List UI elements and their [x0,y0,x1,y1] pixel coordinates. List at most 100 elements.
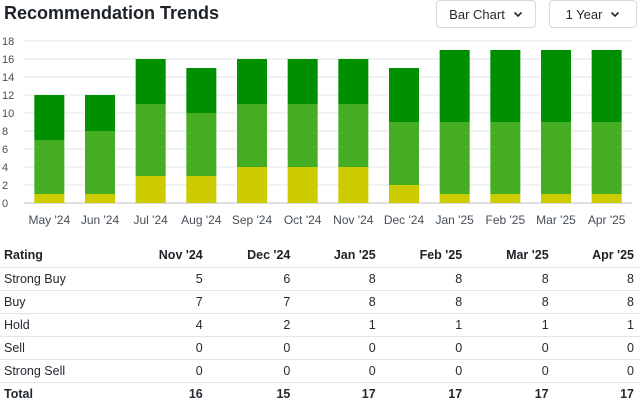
table-cell: 0 [468,336,555,360]
bar-segment-strong-buy[interactable] [490,50,521,122]
bar-segment-buy[interactable] [338,104,369,167]
bar-segment-hold[interactable] [490,194,521,203]
y-tick-label: 10 [2,108,14,120]
header: Recommendation Trends Bar Chart 1 Year [0,0,640,36]
bar-segment-hold[interactable] [591,194,622,203]
table-cell: 1 [468,313,555,337]
x-tick-label: Feb '25 [486,213,526,227]
bar-segment-buy[interactable] [135,104,166,176]
bar-segment-hold[interactable] [541,194,571,203]
table-cell: 7 [208,290,297,314]
table-cell: 0 [554,336,640,360]
bar-segment-buy[interactable] [287,104,318,167]
bar-segment-hold[interactable] [287,167,318,203]
bar-segment-buy[interactable] [541,122,571,194]
bar-segment-strong-buy[interactable] [338,59,369,104]
table-cell: 8 [381,290,469,314]
time-range-label: 1 Year [565,6,603,22]
bar-segment-buy[interactable] [439,122,470,194]
chart-type-label: Bar Chart [449,6,505,22]
row-label: Sell [0,336,120,360]
bar-segment-strong-buy[interactable] [237,59,267,104]
table-cell: 8 [554,290,640,314]
y-tick-label: 16 [2,54,14,66]
row-label: Strong Sell [0,359,120,383]
table-row-buy: Buy 7 7 8 8 8 8 [0,290,640,314]
x-tick-label: Aug '24 [181,213,222,227]
y-tick-label: 18 [2,36,14,48]
bar-segment-hold[interactable] [389,185,419,203]
chart-bars [34,50,622,203]
x-tick-label: Dec '24 [384,213,425,227]
bar-segment-buy[interactable] [389,122,419,185]
time-range-dropdown[interactable]: 1 Year [549,0,637,28]
column-header: Apr '25 [554,244,640,268]
x-axis: May '24 Jun '24 Jul '24 Aug '24 Sep '24 Oct '… [29,213,626,227]
bar-segment-strong-buy[interactable] [389,68,419,122]
table-cell: 0 [381,336,469,360]
table-header-row: Rating Nov '24 Dec '24 Jan '25 Feb '25 M… [0,244,640,268]
x-tick-label: May '24 [29,213,71,227]
column-header: Feb '25 [381,244,469,268]
bar-segment-hold[interactable] [85,194,115,203]
y-tick-label: 0 [2,198,8,210]
bar-segment-strong-buy[interactable] [186,68,217,113]
y-tick-label: 12 [2,90,14,102]
y-tick-label: 8 [2,126,8,138]
ratings-table: Rating Nov '24 Dec '24 Jan '25 Feb '25 M… [0,244,640,405]
table-cell: 0 [208,336,297,360]
row-label: Buy [0,290,120,314]
column-header: Jan '25 [296,244,382,268]
table-cell: 0 [120,336,209,360]
bar-segment-hold[interactable] [34,194,65,203]
table-cell: 0 [468,359,555,383]
page-title: Recommendation Trends [4,3,220,23]
table-cell: 1 [381,313,469,337]
bar-segment-strong-buy[interactable] [541,50,571,122]
bar-segment-buy[interactable] [186,113,217,176]
y-axis: 0 2 4 6 8 10 12 14 16 18 [2,36,14,210]
bar-segment-strong-buy[interactable] [135,59,166,104]
bar-segment-strong-buy[interactable] [287,59,318,104]
x-tick-label: Sep '24 [232,213,273,227]
rating-column-header: Rating [0,244,120,268]
bar-segment-strong-buy[interactable] [34,95,65,140]
row-label: Total [4,386,33,401]
bar-segment-buy[interactable] [237,104,267,167]
bar-segment-buy[interactable] [85,131,115,194]
table-cell: 1 [296,313,382,337]
bar-segment-strong-buy[interactable] [591,50,622,122]
table-row-total: Total 16 15 17 17 17 17 [0,382,640,405]
table-cell: 8 [468,267,555,291]
table-cell: 8 [554,267,640,291]
y-tick-label: 4 [2,162,8,174]
bar-segment-strong-buy[interactable] [439,50,470,122]
bar-segment-hold[interactable] [135,176,166,203]
bar-segment-buy[interactable] [34,140,65,194]
bar-segment-buy[interactable] [490,122,521,194]
bar-segment-buy[interactable] [591,122,622,194]
bar-segment-hold[interactable] [439,194,470,203]
table-cell: 1 [554,313,640,337]
table-cell: 16 [188,386,203,401]
table-cell: 0 [381,359,469,383]
table-cell: 8 [468,290,555,314]
table-cell: 8 [296,267,382,291]
bar-segment-hold[interactable] [237,167,267,203]
x-tick-label: Apr '25 [588,213,626,227]
chevron-down-icon [513,11,522,18]
chart-grid [24,40,632,204]
y-tick-label: 2 [2,180,8,192]
y-tick-label: 14 [2,72,14,84]
table-cell: 0 [208,359,297,383]
table-cell: 17 [448,386,463,401]
row-label: Strong Buy [0,267,120,291]
bar-segment-hold[interactable] [186,176,217,203]
table-cell: 5 [120,267,209,291]
x-tick-label: Nov '24 [333,213,374,227]
table-cell: 2 [208,313,297,337]
bar-segment-hold[interactable] [338,167,369,203]
bar-segment-strong-buy[interactable] [85,95,115,131]
table-cell: 8 [381,267,469,291]
chart-type-dropdown[interactable]: Bar Chart [436,0,536,28]
